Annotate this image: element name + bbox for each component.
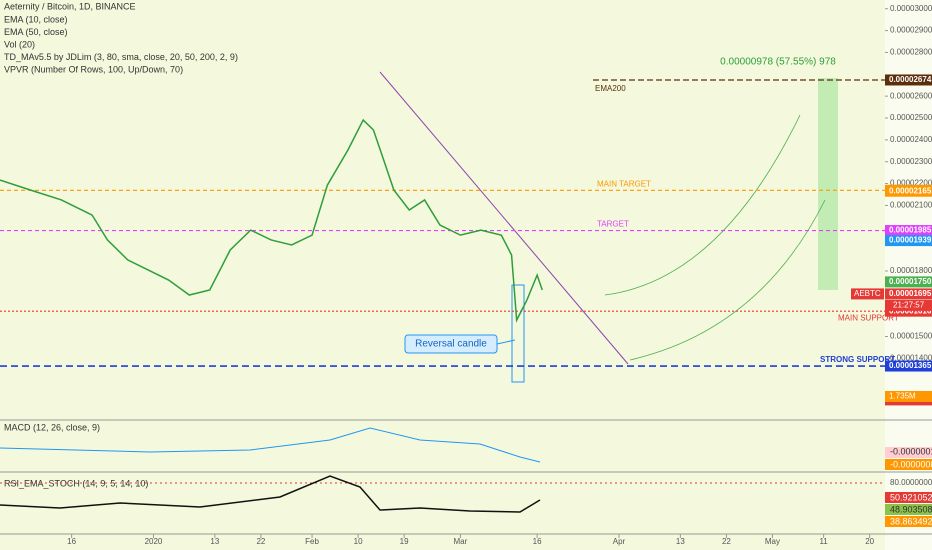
- y-tick-label: 0.00002200: [890, 179, 932, 188]
- indicator: EMA (10, close): [4, 14, 68, 24]
- level-price: 0.00001985: [889, 226, 932, 235]
- trend-line: [379, 71, 629, 365]
- x-tick-label: 11: [819, 537, 828, 546]
- annotation: 0.00000978 (57.55%) 978: [720, 57, 836, 68]
- projection: [604, 114, 801, 296]
- macd-title: MACD (12, 26, close, 9): [4, 422, 100, 432]
- x-tick-label: 16: [533, 537, 542, 546]
- x-tick-label: Mar: [454, 537, 468, 546]
- countdown-box: [885, 299, 932, 311]
- x-tick-label: 10: [354, 537, 363, 546]
- label-box: [885, 447, 932, 458]
- x-tick-label: Apr: [613, 537, 626, 546]
- y-tick-label: 0.00002500: [890, 113, 932, 122]
- x-tick-label: 13: [676, 537, 685, 546]
- rsi-label: 38.86349293: [890, 516, 932, 526]
- rsi-line: [0, 475, 541, 513]
- price-axis: [885, 0, 932, 550]
- rsi-label: 80.0000000: [890, 478, 932, 487]
- x-tick-label: 20: [865, 537, 874, 546]
- countdown: 21:27:57: [893, 301, 925, 310]
- x-tick-label: 19: [400, 537, 409, 546]
- y-tick-label: 0.00002100: [890, 201, 932, 210]
- macd-label: -0.00000018: [890, 446, 932, 456]
- indicator: TD_MAv5.5 by JDLim (3, 80, sma, close, 2…: [4, 52, 238, 62]
- price-box: [885, 276, 932, 288]
- target-range: [818, 78, 838, 290]
- level-name: EMA200: [595, 84, 626, 93]
- x-tick-label: 22: [256, 537, 265, 546]
- macd-line: [0, 427, 541, 463]
- y-tick-label: 0.00002600: [890, 91, 932, 100]
- price-line: [0, 118, 543, 323]
- y-tick-label: 0.00003000: [890, 4, 932, 13]
- price-box: [885, 185, 932, 197]
- projection: [629, 199, 826, 361]
- level-price-box: [885, 74, 932, 86]
- x-tick-label: 22: [722, 537, 731, 546]
- label-box: [885, 516, 932, 527]
- price-label: 0.00001750: [889, 277, 932, 286]
- volume-label: 1.735M: [889, 392, 916, 401]
- level-price: 0.00001365: [889, 361, 932, 370]
- level-price-box: [885, 305, 932, 317]
- price-label: 0.00002165: [889, 186, 932, 195]
- symbol: AEBTC: [854, 289, 881, 298]
- x-tick-label: May: [765, 537, 780, 546]
- label-box: [885, 459, 932, 470]
- x-tick-label: Feb: [305, 537, 319, 546]
- y-tick-label: 0.00002800: [890, 48, 932, 57]
- level-name: MAIN SUPPORT: [838, 313, 899, 322]
- y-tick-label: 0.00001400: [890, 353, 932, 362]
- price-box: [885, 235, 932, 247]
- x-tick-label: 13: [210, 537, 219, 546]
- level-name: MAIN TARGET: [597, 179, 651, 188]
- level-price-box: [885, 225, 932, 237]
- level-name: TARGET: [597, 220, 629, 229]
- y-tick-label: 0.00001800: [890, 266, 932, 275]
- x-tick-label: 2020: [145, 537, 163, 546]
- highlight-box: [511, 284, 525, 383]
- label-box: [885, 492, 932, 503]
- y-tick-label: 0.00002900: [890, 26, 932, 35]
- level-price-box: [885, 360, 932, 372]
- indicator: VPVR (Number Of Rows, 100, Up/Down, 70): [4, 64, 183, 74]
- indicator: Vol (20): [4, 39, 35, 49]
- indicator: EMA (50, close): [4, 27, 68, 37]
- chart-title: Aeternity / Bitcoin, 1D, BINANCE: [4, 1, 136, 11]
- price-label: 0.00001695: [889, 289, 932, 298]
- y-tick-label: 0.00002400: [890, 135, 932, 144]
- rsi-label: 50.92105263: [890, 492, 932, 502]
- x-tick-label: 16: [67, 537, 76, 546]
- annotation: Reversal candle: [415, 339, 487, 350]
- price-box: [885, 288, 932, 300]
- rsi-label: 48.90350877: [890, 504, 932, 514]
- y-tick-label: 0.00001500: [890, 332, 932, 341]
- price-label: 0.00001939: [889, 236, 932, 245]
- macd-label: -0.00000084: [890, 459, 932, 469]
- y-tick-label: 0.00002300: [890, 157, 932, 166]
- level-name: STRONG SUPPORT: [820, 355, 895, 364]
- volume-box: [885, 391, 932, 402]
- label-box: [885, 504, 932, 515]
- level-price: 0.00002674: [889, 75, 932, 84]
- symbol-box: [851, 288, 884, 300]
